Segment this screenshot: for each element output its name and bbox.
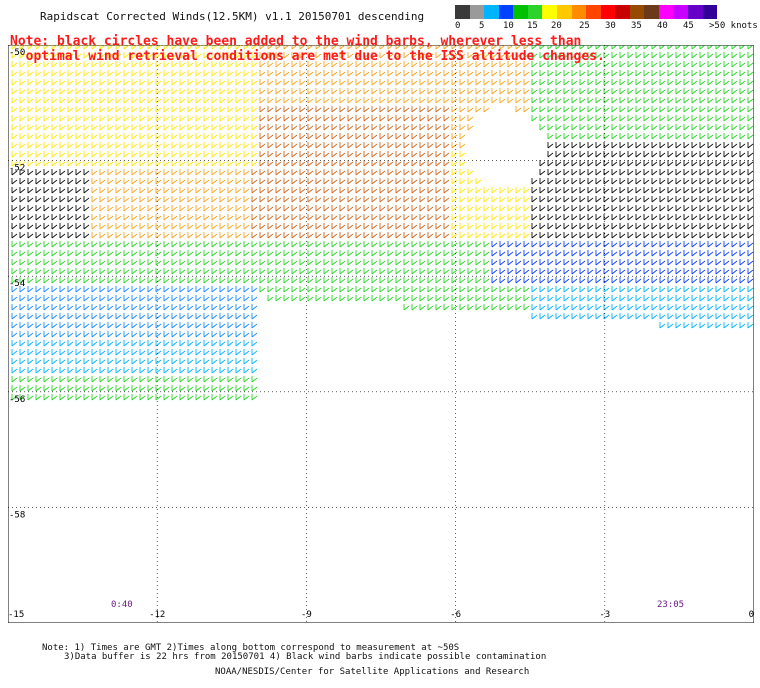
colorbar-segment [673, 5, 688, 19]
latitude-tick-label: -54 [9, 279, 25, 289]
colorbar-label: 40 [657, 21, 668, 31]
colorbar-label: 45 [683, 21, 694, 31]
footer-note-line-2: 3)Data buffer is 22 hrs from 20150701 4)… [64, 652, 547, 662]
colorbar-label: 10 [503, 21, 514, 31]
time-label-start: 0:40 [111, 600, 133, 610]
colorbar-segment [498, 5, 514, 19]
colorbar-segment [513, 5, 528, 19]
longitude-tick-label: 0 [749, 610, 754, 620]
wind-barbs-layer [11, 45, 754, 401]
colorbar-segment [571, 5, 587, 19]
colorbar-label: 5 [479, 21, 485, 31]
footer-note-line-1: Note: 1) Times are GMT 2)Times along bot… [42, 643, 460, 653]
colorbar-segment [586, 5, 601, 19]
longitude-tick-label: -12 [149, 610, 165, 620]
colorbar-segment [615, 5, 630, 19]
colorbar-segment [556, 5, 572, 19]
colorbar-segment [527, 5, 543, 19]
colorbar-label: 0 [455, 21, 461, 31]
colorbar-segment [455, 5, 470, 19]
colorbar-segment [542, 5, 557, 19]
colorbar-segment [600, 5, 616, 19]
colorbar-label: 35 [631, 21, 642, 31]
colorbar-label: 30 [605, 21, 616, 31]
axis-tick-labels: -15-12-9-6-30-50-52-54-56-58-60 [8, 48, 754, 620]
colorbar-label: 25 [579, 21, 590, 31]
latitude-tick-label: -58 [9, 510, 25, 520]
note-line-1: Note: black circles have been added to t… [10, 34, 582, 49]
note-line-2: optimal wind retrieval conditions are me… [10, 49, 605, 64]
colorbar-segment [629, 5, 645, 19]
colorbar-label: >50 knots [709, 21, 758, 31]
latitude-tick-label: -52 [9, 164, 25, 174]
colorbar-segment [644, 5, 659, 19]
colorbar-segment [469, 5, 485, 19]
longitude-tick-label: -3 [599, 610, 610, 620]
lat-lon-grid [8, 45, 754, 623]
credit-line: NOAA/NESDIS/Center for Satellite Applica… [215, 667, 530, 677]
longitude-tick-label: -15 [8, 610, 24, 620]
colorbar-labels: 0 5 10 15 20 25 30 35 40 45 >50 knots [451, 21, 760, 33]
wind-speed-colorbar [455, 5, 718, 19]
latitude-tick-label: -50 [9, 48, 25, 58]
time-label-end: 23:05 [657, 600, 685, 610]
colorbar-label: 20 [551, 21, 562, 31]
wind-barb-map: -15-12-9-6-30-50-52-54-56-58-60 [8, 45, 754, 623]
colorbar-segment [484, 5, 499, 19]
contamination-note: Note: black circles have been added to t… [10, 34, 605, 64]
latitude-tick-label: -56 [9, 395, 25, 405]
longitude-tick-label: -9 [301, 610, 312, 620]
map-title: Rapidscat Corrected Winds(12.5KM) v1.1 2… [40, 10, 425, 23]
colorbar-label: 15 [527, 21, 538, 31]
longitude-tick-label: -6 [450, 610, 461, 620]
colorbar-segment [658, 5, 674, 19]
colorbar-segment [688, 5, 703, 19]
colorbar-segment [702, 5, 718, 19]
